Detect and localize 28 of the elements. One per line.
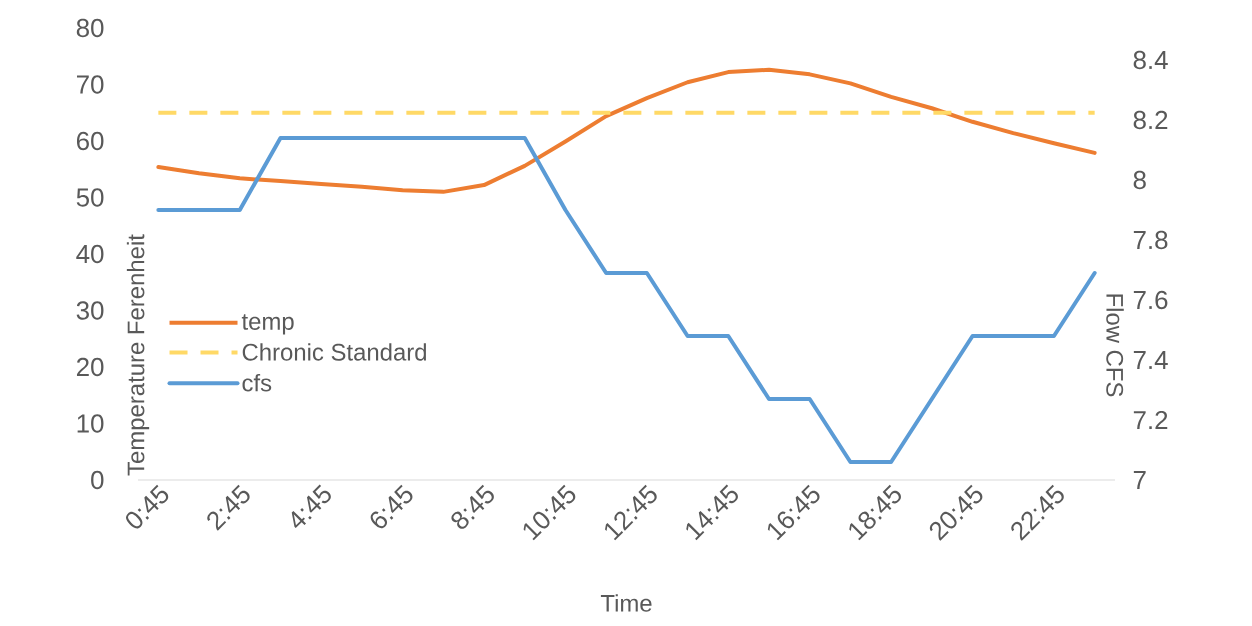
line-series	[156, 67, 1097, 194]
y2-tick-label: 7.2	[1133, 410, 1168, 430]
x-axis-title: Time	[600, 594, 652, 612]
y2-tick-label: 8.2	[1133, 110, 1168, 130]
y2-tick-label: 8	[1133, 170, 1146, 190]
y-tick-label: 70	[77, 75, 104, 94]
y2-tick-label: 7.8	[1133, 230, 1168, 250]
y-axis-title: Temperature Ferenheit	[126, 234, 150, 476]
y-tick-label: 30	[76, 301, 104, 320]
x-tick-label: 6:45	[370, 484, 413, 529]
y-tick-label: 20	[76, 357, 104, 377]
x-tick-label: 8:45	[451, 484, 494, 529]
legend-label: temp	[241, 314, 294, 335]
y-tick-label: 10	[77, 414, 104, 433]
y2-axis-title: Flow CFS	[1106, 294, 1124, 397]
y2-tick-label: 7.4	[1133, 351, 1168, 369]
y2-tick-label: 8.4	[1133, 50, 1168, 70]
y2-tick-label: 7	[1133, 471, 1146, 489]
legend-label: cfs	[242, 373, 272, 392]
x-tick-label: 4:45	[291, 484, 331, 529]
y-tick-label: 0	[91, 470, 104, 490]
y2-tick-label: 7.6	[1133, 290, 1168, 310]
x-tick-label: 0:45	[125, 484, 169, 529]
y-tick-label: 80	[76, 18, 104, 38]
legend-label: Chronic Standard	[242, 343, 426, 361]
y-tick-label: 60	[76, 131, 104, 151]
y-tick-label: 50	[76, 188, 104, 207]
y-tick-label: 40	[76, 244, 104, 264]
